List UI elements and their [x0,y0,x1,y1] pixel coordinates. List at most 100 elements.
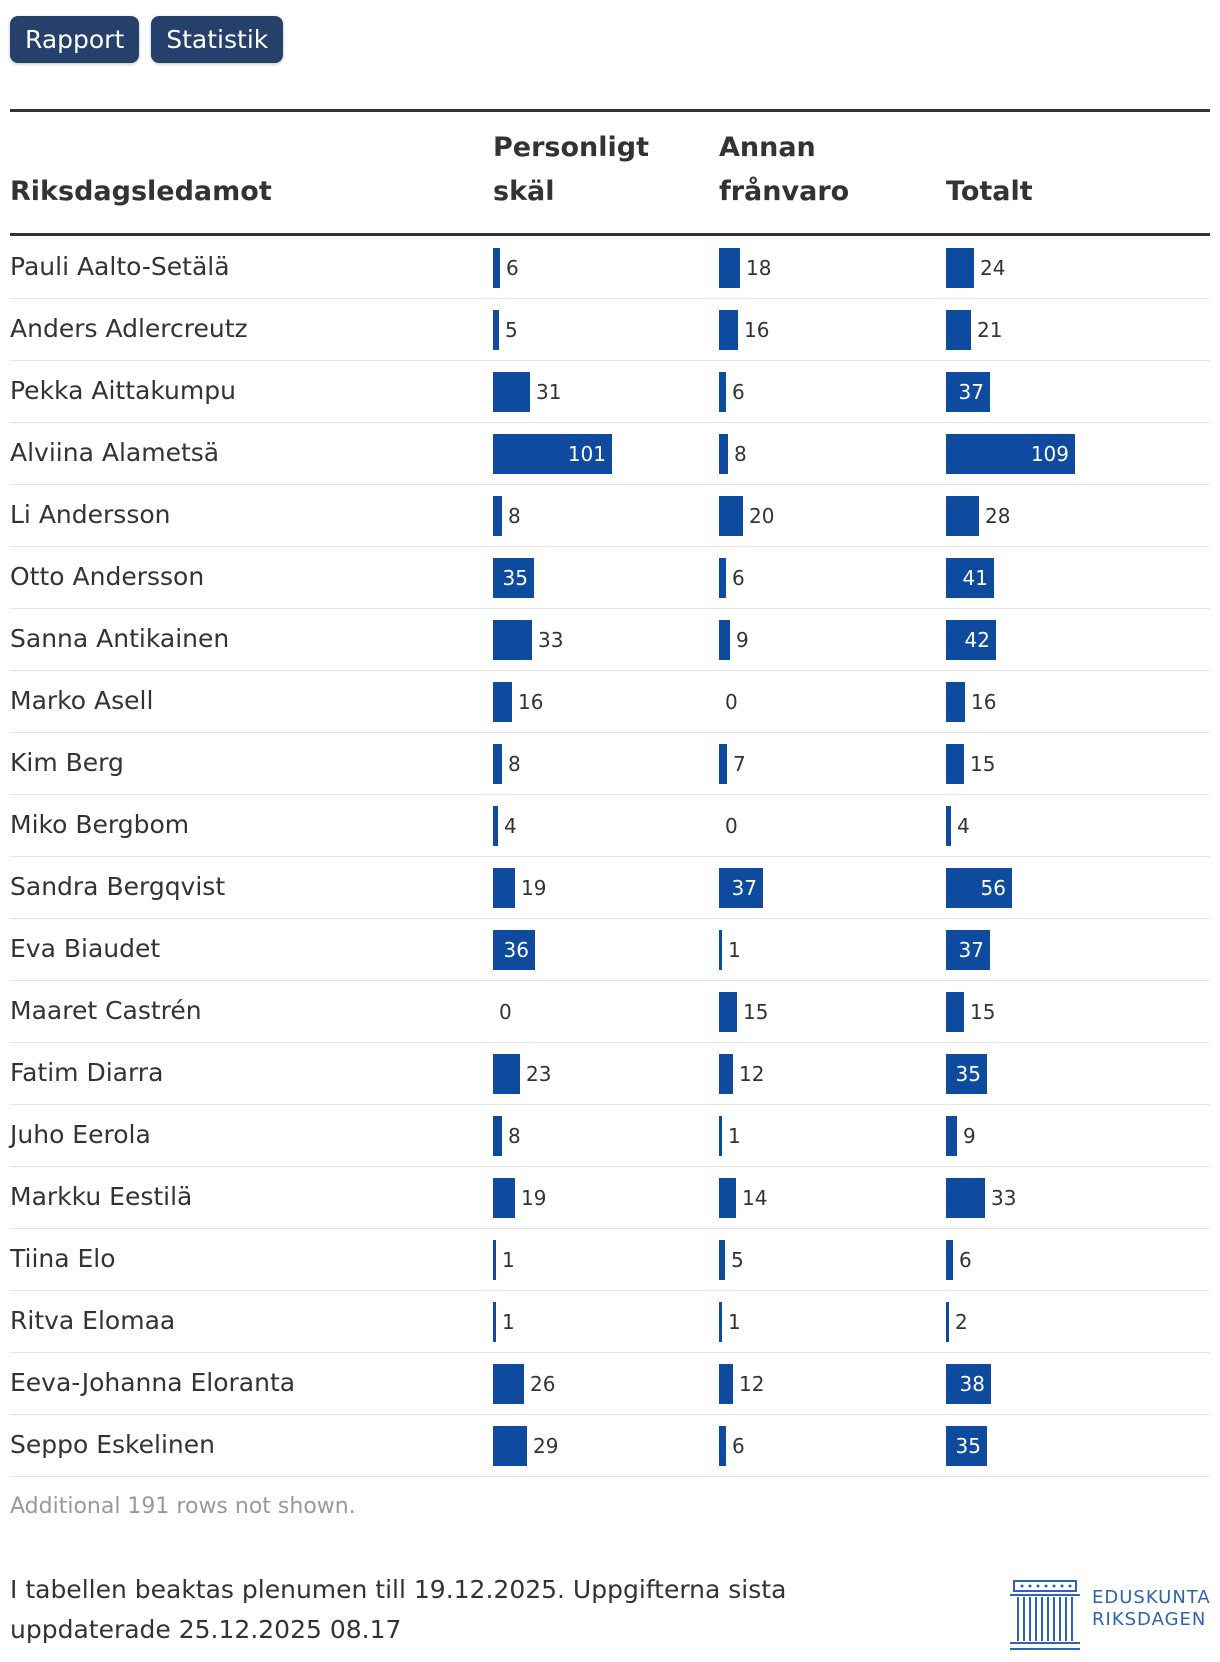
personal-value-label: 1 [502,1248,515,1272]
other-value-label: 8 [734,442,747,466]
other-value-label: 0 [725,690,738,714]
other-bar [719,868,763,908]
other-bar [719,558,726,598]
total-value-label: 16 [971,690,997,714]
table-row: Alviina Alametsä 101 8 109 [10,422,1210,485]
personal-bar [493,248,500,288]
table-row: Ritva Elomaa 1 1 2 [10,1290,1210,1353]
other-bar [719,434,728,474]
other-value-label: 37 [731,876,757,900]
total-bar [946,682,965,722]
member-name: Otto Andersson [10,562,205,591]
other-bar [719,1364,733,1404]
personal-bar [493,1240,496,1280]
personal-value-label: 23 [526,1062,552,1086]
member-name: Fatim Diarra [10,1058,164,1087]
member-name: Marko Asell [10,686,154,715]
other-bar [719,248,740,288]
total-value-label: 33 [991,1186,1017,1210]
tab-rapport[interactable]: Rapport [10,16,140,63]
total-value-label: 6 [959,1248,972,1272]
other-bar [719,744,727,784]
member-name: Eva Biaudet [10,934,161,963]
other-value-label: 5 [731,1248,744,1272]
other-value-label: 12 [739,1372,765,1396]
total-value-label: 21 [977,318,1003,342]
personal-bar [493,1054,520,1094]
personal-bar [493,1116,502,1156]
tab-statistik[interactable]: Statistik [151,16,284,63]
table-row: Miko Bergbom 4 0 4 [10,794,1210,857]
personal-bar [493,310,499,350]
personal-bar [493,1426,527,1466]
personal-value-label: 26 [530,1372,556,1396]
table-row: Sandra Bergqvist 19 37 56 [10,856,1210,919]
personal-value-label: 5 [505,318,518,342]
total-bar [946,1178,985,1218]
member-name: Seppo Eskelinen [10,1430,215,1459]
personal-value-label: 31 [536,380,562,404]
total-bar [946,1116,957,1156]
other-value-label: 16 [744,318,770,342]
total-bar [946,992,964,1032]
other-value-label: 20 [749,504,775,528]
total-bar [946,806,951,846]
personal-value-label: 29 [533,1434,559,1458]
other-bar [719,992,737,1032]
table-row: Fatim Diarra 23 12 35 [10,1042,1210,1105]
table-row: Juho Eerola 8 1 9 [10,1104,1210,1167]
table-row: Pauli Aalto-Setälä 6 18 24 [10,236,1210,299]
total-bar [946,1054,987,1094]
personal-bar [493,372,530,412]
total-bar [946,1240,953,1280]
member-name: Pekka Aittakumpu [10,376,236,405]
total-bar [946,496,979,536]
other-bar [719,496,743,536]
other-bar [719,1426,726,1466]
total-bar [946,1364,991,1404]
table-top-rule [10,109,1210,112]
total-bar [946,744,964,784]
total-bar [946,310,971,350]
personal-value-label: 33 [538,628,564,652]
member-name: Alviina Alametsä [10,438,220,467]
total-value-label: 35 [955,1062,981,1086]
table-header: Riksdagsledamot Personligt skäl Annan fr… [10,112,1210,234]
total-value-label: 35 [955,1434,981,1458]
other-bar [719,372,726,412]
member-name: Eeva-Johanna Eloranta [10,1368,296,1397]
personal-value-label: 19 [521,1186,547,1210]
total-bar [946,1302,949,1342]
total-value-label: 109 [1030,442,1069,466]
personal-value-label: 1 [502,1310,515,1334]
total-bar [946,558,994,598]
personal-bar [493,682,512,722]
member-name: Markku Eestilä [10,1182,193,1211]
personal-value-label: 0 [499,1000,512,1024]
footer-text: I tabellen beaktas plenumen till 19.12.2… [10,1575,787,1644]
header-total-column: Totalt [946,176,1033,207]
table-row: Pekka Aittakumpu 31 6 37 [10,360,1210,423]
table-row: Eva Biaudet 36 1 37 [10,918,1210,981]
other-value-label: 18 [746,256,772,280]
member-name: Ritva Elomaa [10,1306,176,1335]
personal-value-label: 101 [567,442,606,466]
header-name-column: Riksdagsledamot [10,176,272,207]
total-value-label: 56 [980,876,1006,900]
other-bar [719,310,738,350]
other-value-label: 6 [732,380,745,404]
total-value-label: 28 [985,504,1011,528]
other-bar [719,930,722,970]
other-value-label: 1 [728,938,741,962]
total-bar [946,248,974,288]
personal-bar [493,620,532,660]
other-value-label: 15 [743,1000,769,1024]
header-personal-column: Personligt skäl [493,132,650,207]
other-value-label: 1 [728,1310,741,1334]
personal-bar [493,1178,515,1218]
total-bar [946,868,1012,908]
total-value-label: 2 [955,1310,968,1334]
member-name: Sanna Antikainen [10,624,230,653]
table-row: Marko Asell 16 0 16 [10,670,1210,733]
personal-value-label: 35 [502,566,528,590]
